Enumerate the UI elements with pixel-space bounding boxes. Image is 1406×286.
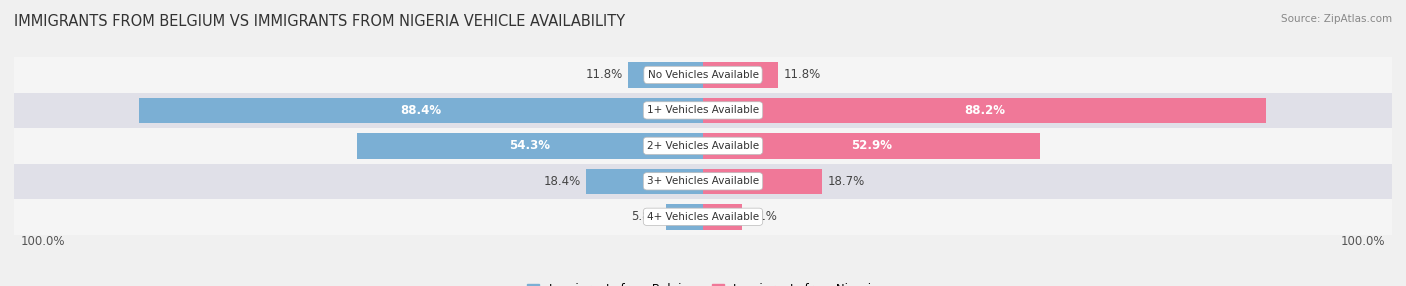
Text: 11.8%: 11.8% [783,68,821,82]
Text: 88.2%: 88.2% [965,104,1005,117]
Text: 54.3%: 54.3% [509,139,550,152]
Bar [0,128,1406,164]
Bar [0,57,1406,93]
Bar [703,204,742,230]
Text: 88.4%: 88.4% [401,104,441,117]
Text: 5.8%: 5.8% [631,210,661,223]
Text: 18.7%: 18.7% [827,175,865,188]
Bar [0,93,1406,128]
Legend: Immigrants from Belgium, Immigrants from Nigeria: Immigrants from Belgium, Immigrants from… [527,283,879,286]
Text: 1+ Vehicles Available: 1+ Vehicles Available [647,106,759,115]
Text: 4+ Vehicles Available: 4+ Vehicles Available [647,212,759,222]
Bar [357,133,703,159]
Bar [139,98,703,123]
Text: 6.1%: 6.1% [747,210,778,223]
Text: 11.8%: 11.8% [585,68,623,82]
Text: 52.9%: 52.9% [851,139,893,152]
Bar [0,199,1406,235]
Text: 18.4%: 18.4% [543,175,581,188]
Text: IMMIGRANTS FROM BELGIUM VS IMMIGRANTS FROM NIGERIA VEHICLE AVAILABILITY: IMMIGRANTS FROM BELGIUM VS IMMIGRANTS FR… [14,14,626,29]
Text: 100.0%: 100.0% [21,235,65,248]
Bar [0,164,1406,199]
Bar [627,62,703,88]
Bar [666,204,703,230]
Text: 3+ Vehicles Available: 3+ Vehicles Available [647,176,759,186]
Bar [703,133,1040,159]
Bar [703,98,1265,123]
Bar [703,168,823,194]
Text: 100.0%: 100.0% [1341,235,1385,248]
Text: 2+ Vehicles Available: 2+ Vehicles Available [647,141,759,151]
Text: Source: ZipAtlas.com: Source: ZipAtlas.com [1281,14,1392,24]
Bar [586,168,703,194]
Text: No Vehicles Available: No Vehicles Available [648,70,758,80]
Bar [703,62,779,88]
